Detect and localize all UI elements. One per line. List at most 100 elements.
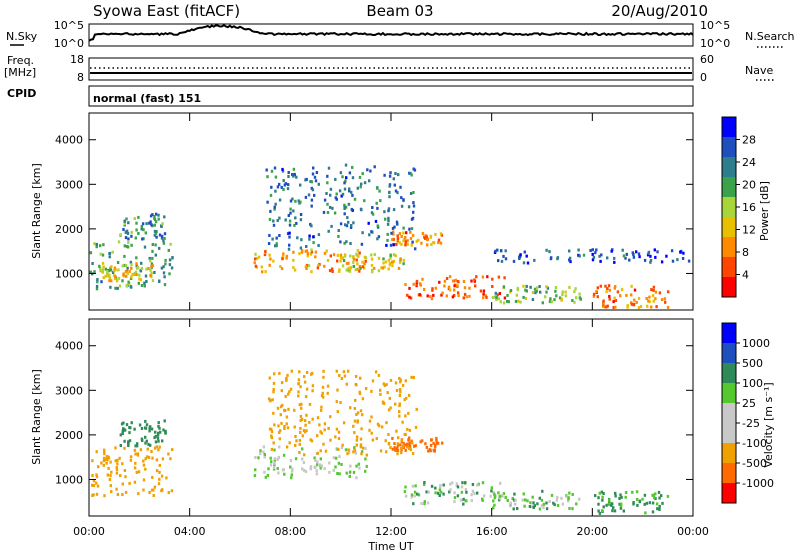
scatter-cell-0-10-148: [294, 216, 297, 220]
scatter-cell-1-1-44: [119, 433, 122, 437]
scatter-cell-0-4-42: [371, 268, 374, 272]
scatter-cell-1-2-82: [314, 465, 317, 469]
scatter-cell-0-8-46: [655, 305, 658, 309]
scatter-cell-1-0-14: [167, 452, 170, 456]
scatter-cell-0-5-3: [421, 232, 425, 235]
scatter-cell-1-0-59: [109, 484, 112, 488]
scatter-cell-1-7-235: [300, 402, 303, 406]
scatter-cell-1-7-32: [301, 434, 304, 438]
scatter-cell-0-7-29: [573, 290, 576, 293]
scatter-cell-0-10-163: [313, 175, 317, 179]
scatter-cell-0-0-17: [143, 281, 146, 285]
scatter-cell-1-7-142: [398, 410, 401, 414]
scatter-cell-1-4-39: [471, 489, 475, 493]
scatter-cell-1-2-59: [277, 456, 280, 459]
scatter-cell-0-8-44: [592, 292, 596, 296]
scatter-cell-1-7-46: [396, 442, 400, 446]
colorbar-seg-0-8: [722, 277, 736, 297]
scatter-cell-0-9-75: [504, 257, 508, 261]
scatter-cell-0-10-61: [396, 191, 399, 195]
scatter-cell-1-7-4: [308, 420, 311, 424]
scatter-cell-1-7-6: [309, 438, 312, 442]
scatter-cell-0-10-174: [359, 185, 362, 189]
scatter-cell-0-1-6: [110, 279, 113, 283]
scatter-cell-1-7-91: [298, 451, 301, 454]
scatter-cell-1-7-171: [355, 383, 358, 387]
scatter-cell-1-6-12: [605, 503, 608, 507]
scatter-cell-0-9-12: [665, 254, 668, 258]
scatter-cell-0-10-40: [292, 167, 296, 171]
scatter-cell-0-4-48: [389, 254, 392, 258]
scatter-cell-0-9-21: [577, 248, 580, 252]
scatter-cell-0-10-156: [327, 166, 331, 170]
scatter-cell-1-7-90: [415, 407, 418, 411]
scatter-cell-1-6-1: [601, 495, 604, 499]
scatter-cell-1-7-209: [278, 371, 281, 375]
scatter-cell-1-6-7: [624, 495, 627, 499]
scatter-cell-0-0-82: [117, 276, 121, 280]
scatter-cell-1-2-45: [278, 445, 281, 449]
scatter-cell-0-1-15: [128, 270, 131, 273]
scatter-cell-0-6-5: [453, 288, 456, 292]
power-data-layer: [89, 163, 691, 310]
scatter-cell-1-2-77: [282, 468, 285, 472]
scatter-cell-1-1-19: [138, 423, 142, 427]
scatter-cell-1-2-1: [338, 472, 341, 476]
scatter-cell-1-4-68: [430, 484, 434, 488]
scatter-cell-1-7-160: [398, 404, 401, 408]
scatter-cell-1-2-89: [276, 458, 279, 461]
scatter-cell-1-7-176: [404, 414, 407, 418]
scatter-cell-1-4-21: [425, 490, 428, 494]
scatter-cell-1-0-19: [133, 466, 137, 470]
scatter-cell-1-5-61: [542, 502, 546, 506]
scatter-cell-1-6-25: [656, 507, 659, 511]
scatter-cell-1-2-81: [335, 456, 338, 460]
scatter-cell-1-7-42: [398, 376, 401, 380]
scatter-cell-0-10-238: [326, 211, 330, 214]
scatter-cell-1-0-30: [121, 493, 124, 496]
scatter-cell-0-4-54: [402, 258, 406, 262]
scatter-cell-0-3-46: [345, 261, 349, 265]
scatter-cell-1-1-35: [154, 430, 157, 434]
scatter-cell-1-2-26: [269, 463, 273, 467]
scatter-cell-0-10-33: [307, 193, 311, 197]
scatter-cell-0-7-49: [535, 286, 539, 290]
scatter-cell-1-6-29: [638, 499, 642, 503]
scatter-cell-0-6-15: [441, 291, 444, 295]
scatter-cell-1-2-12: [290, 473, 293, 477]
scatter-cell-1-7-50: [389, 378, 393, 382]
scatter-cell-0-6-42: [457, 294, 460, 297]
scatter-cell-0-10-49: [291, 197, 294, 201]
scatter-cell-1-7-188: [374, 370, 378, 374]
colorbar-tick-label-1-1: 500: [742, 357, 763, 370]
scatter-cell-0-9-2: [654, 255, 657, 259]
scatter-cell-1-0-77: [106, 458, 109, 462]
scatter-cell-0-10-140: [288, 231, 291, 235]
time-tick-label-2: 08:00: [274, 525, 306, 538]
scatter-cell-0-9-24: [670, 249, 674, 253]
scatter-cell-0-10-59: [348, 171, 352, 175]
scatter-cell-0-5-4: [392, 232, 395, 236]
scatter-cell-1-6-21: [620, 495, 623, 499]
scatter-cell-0-9-71: [548, 250, 551, 254]
scatter-cell-0-8-30: [613, 296, 616, 300]
scatter-cell-0-3-10: [298, 252, 301, 256]
scatter-cell-1-0-85: [158, 463, 161, 467]
scatter-cell-0-3-59: [260, 265, 263, 269]
scatter-cell-1-7-184: [272, 381, 276, 385]
scatter-cell-1-7-52: [359, 376, 362, 380]
scatter-cell-0-10-32: [287, 183, 290, 187]
scatter-cell-0-2-50: [158, 233, 162, 237]
scatter-cell-0-10-242: [296, 236, 299, 240]
scatter-cell-0-10-133: [271, 237, 274, 241]
scatter-cell-0-4-25: [352, 264, 355, 268]
scatter-cell-0-10-236: [289, 199, 293, 203]
scatter-cell-0-4-51: [341, 256, 345, 260]
scatter-cell-1-1-48: [157, 431, 160, 435]
scatter-cell-0-3-28: [364, 259, 367, 263]
scatter-cell-0-7-55: [502, 301, 506, 305]
time-axis: 00:00 04:00 08:00 12:00 16:00 20:00 00:00: [73, 525, 709, 538]
scatter-cell-1-0-18: [146, 447, 149, 451]
scatter-cell-0-7-42: [507, 300, 510, 304]
scatter-cell-0-8-21: [612, 306, 615, 309]
